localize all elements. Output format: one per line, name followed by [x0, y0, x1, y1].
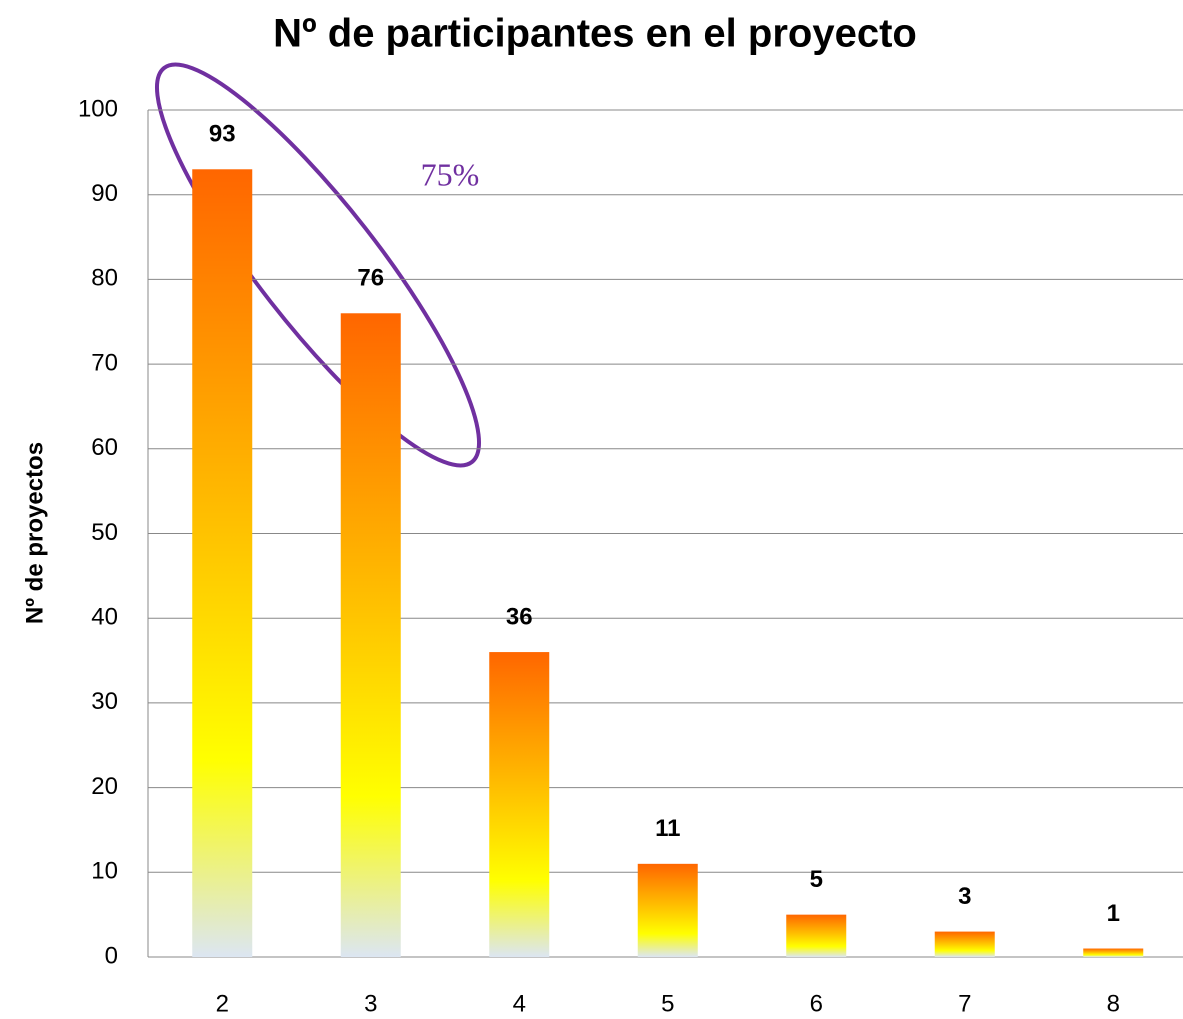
- x-tick-label: 2: [216, 990, 229, 1017]
- bar: [340, 313, 401, 957]
- y-tick-label: 20: [91, 773, 118, 800]
- x-tick-label: 3: [364, 990, 377, 1017]
- x-tick-label: 5: [661, 990, 674, 1017]
- y-tick-label: 50: [91, 519, 118, 546]
- y-tick-label: 0: [105, 942, 118, 969]
- annotation: 75%: [421, 156, 480, 192]
- y-axis-label: Nº de proyectos: [21, 442, 48, 624]
- data-label: 3: [958, 883, 971, 910]
- data-label: 76: [357, 265, 384, 292]
- y-tick-label: 60: [91, 434, 118, 461]
- data-label: 36: [506, 603, 533, 630]
- bar: [637, 863, 698, 957]
- data-label: 93: [209, 121, 236, 148]
- y-tick-label: 80: [91, 265, 118, 292]
- x-tick-label: 6: [810, 990, 823, 1017]
- x-tick-label: 8: [1107, 990, 1120, 1017]
- bar: [786, 914, 847, 957]
- y-tick-label: 40: [91, 604, 118, 631]
- y-tick-label: 100: [78, 95, 118, 122]
- chart-title: Nº de participantes en el proyecto: [273, 12, 917, 56]
- y-tick-label: 10: [91, 858, 118, 885]
- bar: [192, 169, 253, 958]
- bar: [489, 652, 550, 957]
- x-tick-label: 7: [958, 990, 971, 1017]
- y-tick-label: 30: [91, 688, 118, 715]
- data-label: 1: [1107, 900, 1120, 927]
- data-label: 5: [810, 866, 823, 893]
- bar: [1083, 948, 1144, 957]
- bar: [934, 931, 995, 957]
- data-label: 11: [655, 815, 680, 842]
- y-tick-label: 90: [91, 180, 118, 207]
- y-tick-label: 70: [91, 349, 118, 376]
- x-tick-label: 4: [513, 990, 526, 1017]
- highlight-ellipse: [154, 62, 482, 468]
